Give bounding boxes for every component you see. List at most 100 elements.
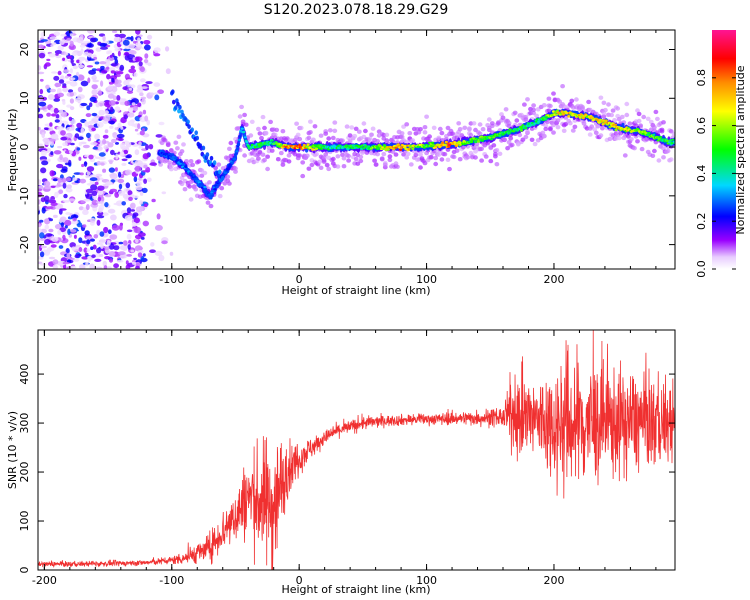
heatmap-cell (103, 110, 110, 115)
heatmap-cell (300, 173, 306, 179)
heatmap-cell (40, 149, 47, 157)
heatmap-cell (561, 104, 567, 109)
heatmap-cell (555, 118, 561, 123)
heatmap-cell (137, 252, 143, 258)
heatmap-cell (90, 246, 94, 250)
heatmap-cell (62, 83, 67, 87)
heatmap-cell (297, 136, 303, 142)
heatmap-cell (203, 186, 207, 189)
heatmap-cell (94, 258, 102, 262)
snr-axis-ticks: -200 -100 0 100 200 0 100 200 300 400 (18, 330, 675, 587)
heatmap-cell (278, 150, 284, 156)
heatmap-cell (375, 152, 380, 157)
heatmap-cell (529, 137, 535, 142)
heatmap-cell (280, 162, 286, 167)
heatmap-cell (39, 232, 45, 239)
x-tick-label: -100 (159, 574, 184, 587)
heatmap-cell (77, 94, 85, 100)
heatmap-cell (90, 238, 95, 242)
heatmap-cell (468, 133, 474, 138)
heatmap-cell (89, 96, 97, 102)
heatmap-cell (49, 138, 57, 142)
heatmap-cell (83, 198, 91, 202)
heatmap-cell (79, 59, 83, 65)
heatmap-cell (79, 44, 86, 48)
heatmap-cell (379, 145, 383, 148)
x-tick-label: 200 (543, 574, 564, 587)
heatmap-cell (113, 36, 122, 43)
heatmap-cell (142, 220, 149, 227)
heatmap-cell (78, 247, 83, 252)
heatmap-cell (219, 186, 225, 191)
x-tick-label: 100 (416, 273, 437, 286)
heatmap-cell (45, 206, 54, 210)
heatmap-cell (138, 61, 143, 67)
heatmap-cell (387, 157, 393, 163)
heatmap-cell (393, 152, 399, 157)
heatmap-cell (137, 114, 142, 118)
heatmap-cell (69, 92, 75, 97)
heatmap-cell (190, 162, 196, 168)
heatmap-cell (314, 152, 319, 157)
heatmap-cell (97, 196, 102, 202)
heatmap-cell (284, 144, 288, 147)
heatmap-cell (635, 139, 640, 144)
heatmap-cell (39, 88, 44, 95)
heatmap-cell (205, 200, 211, 205)
heatmap-cell (652, 133, 656, 136)
heatmap-cell (460, 145, 466, 150)
heatmap-cell (165, 68, 171, 75)
heatmap-cell (488, 145, 494, 151)
heatmap-cell (123, 114, 128, 120)
heatmap-cell (124, 100, 130, 107)
heatmap-cell (533, 122, 537, 125)
heatmap-cell (509, 142, 515, 148)
heatmap-cell (126, 79, 132, 82)
heatmap-cell (90, 217, 96, 223)
heatmap-cell (40, 167, 47, 174)
y-tick-label: 300 (18, 413, 31, 434)
heatmap-cell (56, 163, 64, 169)
x-tick-label: 200 (543, 273, 564, 286)
heatmap-cell (87, 255, 92, 262)
colorbar-tick-label: 0.6 (695, 117, 708, 135)
heatmap-cell (341, 156, 347, 161)
heatmap-cell (62, 69, 70, 73)
heatmap-cell (306, 166, 312, 171)
heatmap-cell (223, 171, 228, 175)
heatmap-cell (143, 164, 148, 169)
heatmap-cell (39, 237, 46, 241)
heatmap-cell (132, 105, 139, 112)
heatmap-cell (115, 71, 124, 75)
heatmap-cell (73, 172, 82, 175)
heatmap-cell (65, 177, 72, 182)
heatmap-cell (38, 199, 41, 205)
heatmap-cell (84, 230, 90, 236)
heatmap-cell (46, 158, 51, 162)
heatmap-cell (199, 173, 205, 178)
heatmap-cell (123, 149, 129, 155)
heatmap-cell (399, 134, 405, 140)
heatmap-cell (300, 160, 306, 165)
heatmap-cell (349, 125, 355, 130)
heatmap-cell (38, 126, 41, 131)
heatmap-cell (108, 100, 116, 106)
heatmap-cell (83, 247, 88, 253)
heatmap-cell (118, 251, 126, 256)
heatmap-cell (69, 40, 74, 47)
heatmap-cell (598, 133, 604, 138)
heatmap-cell (140, 78, 146, 83)
heatmap-cell (58, 245, 64, 249)
heatmap-cell (179, 160, 183, 163)
heatmap-cell (64, 225, 68, 229)
heatmap-cell (601, 123, 605, 126)
heatmap-cell (311, 148, 315, 151)
heatmap-cell (126, 36, 132, 40)
heatmap-cell (53, 75, 60, 81)
heatmap-cell (91, 254, 96, 258)
heatmap-cell (81, 163, 85, 168)
heatmap-cell (107, 85, 113, 91)
heatmap-cell (439, 130, 445, 136)
heatmap-cell (79, 172, 84, 176)
heatmap-cell (155, 134, 163, 138)
